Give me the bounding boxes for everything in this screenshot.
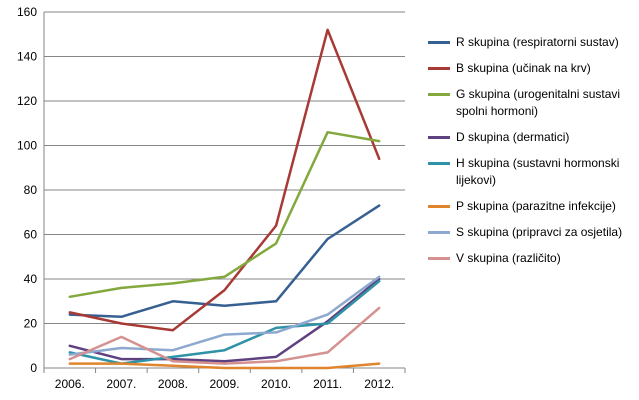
y-tick-label: 40: [24, 272, 38, 286]
legend-item: V skupina (različito): [428, 250, 636, 267]
legend-label: S skupina (pripravci za osjetila): [456, 225, 623, 239]
legend-label: D skupina (dermatici): [456, 130, 570, 144]
legend-item: G skupina (urogenitalni sustavi spolni h…: [428, 86, 636, 120]
legend-swatch: [428, 257, 450, 260]
series-line-6: [68, 362, 381, 370]
x-tick-label: 2006.: [55, 377, 85, 391]
series-line-7: [68, 275, 381, 356]
series-line-1: [68, 204, 381, 319]
legend-swatch: [428, 93, 450, 96]
legend-label: G skupina (urogenitalni sustavi spolni h…: [456, 87, 621, 118]
legend-label: R skupina (respiratorni sustav): [456, 35, 619, 49]
legend-item: R skupina (respiratorni sustav): [428, 34, 636, 51]
y-tick-label: 0: [30, 361, 37, 375]
y-tick-label: 100: [17, 139, 37, 153]
x-tick-label: 2008.: [158, 377, 188, 391]
x-tick-label: 2012.: [364, 377, 394, 391]
series-line-3: [68, 130, 381, 299]
series-line-8: [68, 306, 381, 365]
legend: R skupina (respiratorni sustav) B skupina…: [428, 34, 636, 276]
x-tick-label: 2007.: [106, 377, 136, 391]
legend-swatch: [428, 67, 450, 70]
y-tick-label: 120: [17, 94, 37, 108]
y-tick-label: 160: [17, 5, 37, 19]
y-tick-label: 80: [24, 183, 38, 197]
tick-labels: 0 20 40 60 80 100 120 140 160 2006. 2007. 2008. 2009…: [17, 5, 394, 391]
legend-item: P skupina (parazitne infekcije): [428, 198, 636, 215]
legend-label: P skupina (parazitne infekcije): [456, 199, 616, 213]
y-tick-label: 20: [24, 317, 38, 331]
legend-swatch: [428, 136, 450, 139]
legend-item: B skupina (učinak na krv): [428, 60, 636, 77]
legend-swatch: [428, 205, 450, 208]
x-tick-label: 2010.: [261, 377, 291, 391]
legend-label: V skupina (različito): [456, 251, 561, 265]
x-tick-label: 2009.: [209, 377, 239, 391]
legend-item: H skupina (sustavni hormonski lijekovi): [428, 155, 636, 189]
x-tick-label: 2011.: [313, 377, 342, 391]
legend-swatch: [428, 41, 450, 44]
y-tick-label: 140: [17, 50, 37, 64]
series-line-2: [68, 28, 381, 332]
legend-label: B skupina (učinak na krv): [456, 61, 591, 75]
legend-label: H skupina (sustavni hormonski lijekovi): [456, 156, 620, 187]
legend-swatch: [428, 231, 450, 234]
y-tick-label: 60: [24, 228, 38, 242]
legend-item: D skupina (dermatici): [428, 129, 636, 146]
legend-item: S skupina (pripravci za osjetila): [428, 224, 636, 241]
series-lines: [68, 28, 381, 370]
series-line-4: [68, 277, 381, 363]
legend-swatch: [428, 162, 450, 165]
gridlines: [44, 11, 405, 324]
